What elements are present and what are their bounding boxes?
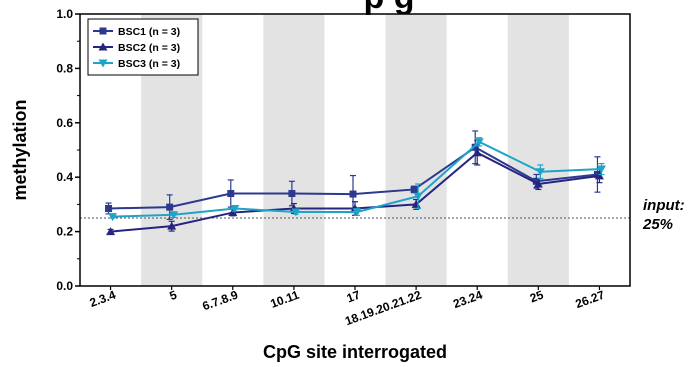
series-1 xyxy=(105,130,601,220)
legend-item: BSC2 (n = 3) xyxy=(93,42,180,54)
data-point xyxy=(533,179,543,188)
y-tick-label: 1.0 xyxy=(56,7,73,21)
y-axis-title: methylation xyxy=(10,99,30,200)
data-point xyxy=(288,190,296,198)
data-point xyxy=(535,168,545,177)
chart-title-fragment: p g xyxy=(364,0,415,16)
y-tick-label: 0.6 xyxy=(56,116,73,130)
data-point xyxy=(596,165,606,174)
y-tick-label: 0.0 xyxy=(56,279,73,293)
data-point xyxy=(413,192,423,201)
y-tick-label: 0.8 xyxy=(56,61,73,75)
legend-label: BSC3 (n = 3) xyxy=(118,58,180,70)
data-point xyxy=(532,177,540,185)
data-point xyxy=(474,138,484,147)
data-point xyxy=(105,204,113,212)
data-point xyxy=(352,208,362,217)
data-point xyxy=(230,204,240,213)
x-tick-label: 25 xyxy=(528,288,546,306)
data-point xyxy=(471,143,479,151)
reference-label-line2: 25% xyxy=(642,216,673,233)
data-point xyxy=(472,148,482,157)
legend-item: BSC1 (n = 3) xyxy=(93,26,180,38)
y-tick-label: 0.2 xyxy=(56,225,73,239)
legend-label: BSC1 (n = 3) xyxy=(118,26,180,38)
shaded-band xyxy=(507,14,569,286)
x-tick-label: 23.24 xyxy=(451,288,484,312)
x-tick-label: 2.3.4 xyxy=(88,288,118,310)
legend-item: BSC3 (n = 3) xyxy=(93,58,180,70)
legend-label: BSC2 (n = 3) xyxy=(118,42,180,54)
data-point xyxy=(106,227,116,236)
reference-label-line1: input: xyxy=(643,197,685,214)
x-tick-label: 10.11 xyxy=(269,288,302,311)
x-tick-label: 5 xyxy=(168,288,179,304)
x-tick-label: 17 xyxy=(345,288,363,306)
data-point xyxy=(228,208,238,217)
data-point xyxy=(291,208,301,217)
legend-marker xyxy=(98,59,108,68)
x-axis-title: CpG site interrogated xyxy=(263,342,447,362)
shaded-band xyxy=(385,14,447,286)
data-point xyxy=(167,221,177,230)
shaded-band xyxy=(263,14,325,286)
data-point xyxy=(108,213,118,222)
series-3 xyxy=(108,137,606,222)
legend-marker xyxy=(99,27,107,35)
data-point xyxy=(593,170,601,178)
data-point xyxy=(166,203,174,211)
data-point xyxy=(410,185,418,193)
y-tick-label: 0.4 xyxy=(56,170,73,184)
data-point xyxy=(169,211,179,220)
data-point xyxy=(227,190,235,198)
legend-marker xyxy=(98,42,108,51)
x-tick-label: 6.7.8.9 xyxy=(201,288,241,314)
data-point xyxy=(594,171,604,180)
x-tick-label: 26.27 xyxy=(573,288,606,312)
data-point xyxy=(349,190,357,198)
